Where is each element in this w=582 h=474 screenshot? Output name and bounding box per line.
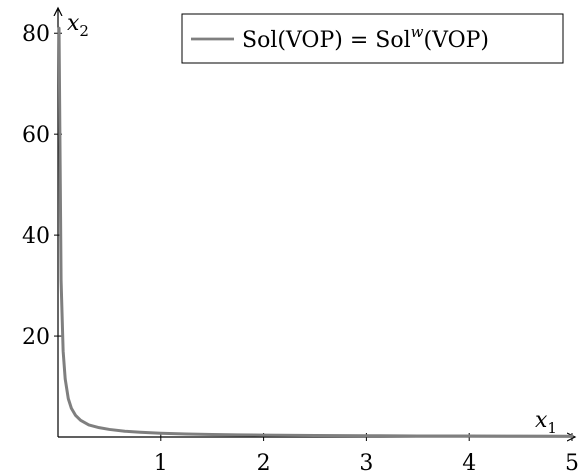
legend: Sol(VOP) = Solw(VOP): [181, 13, 564, 64]
y-axis-label: x2: [67, 11, 89, 40]
legend-label: Sol(VOP) = Solw(VOP): [242, 23, 489, 53]
x-axis-label: x1: [535, 408, 557, 437]
x-tick-label: 5: [565, 451, 579, 474]
y-ticks: 20 40 60 80: [22, 22, 62, 350]
y-tick-label: 80: [22, 22, 50, 47]
series-layer: [57, 26, 574, 438]
x-tick-label: 2: [257, 451, 271, 474]
x-ticks: 1 2 3 4 5: [154, 433, 579, 474]
y-tick-label: 40: [22, 224, 50, 249]
legend-box: [181, 13, 564, 64]
y-tick-label: 60: [22, 123, 50, 148]
series-line: [57, 26, 574, 438]
x-tick-label: 1: [154, 451, 168, 474]
x-tick-label: 4: [462, 451, 476, 474]
y-tick-label: 20: [22, 325, 50, 350]
x-tick-label: 3: [359, 451, 373, 474]
